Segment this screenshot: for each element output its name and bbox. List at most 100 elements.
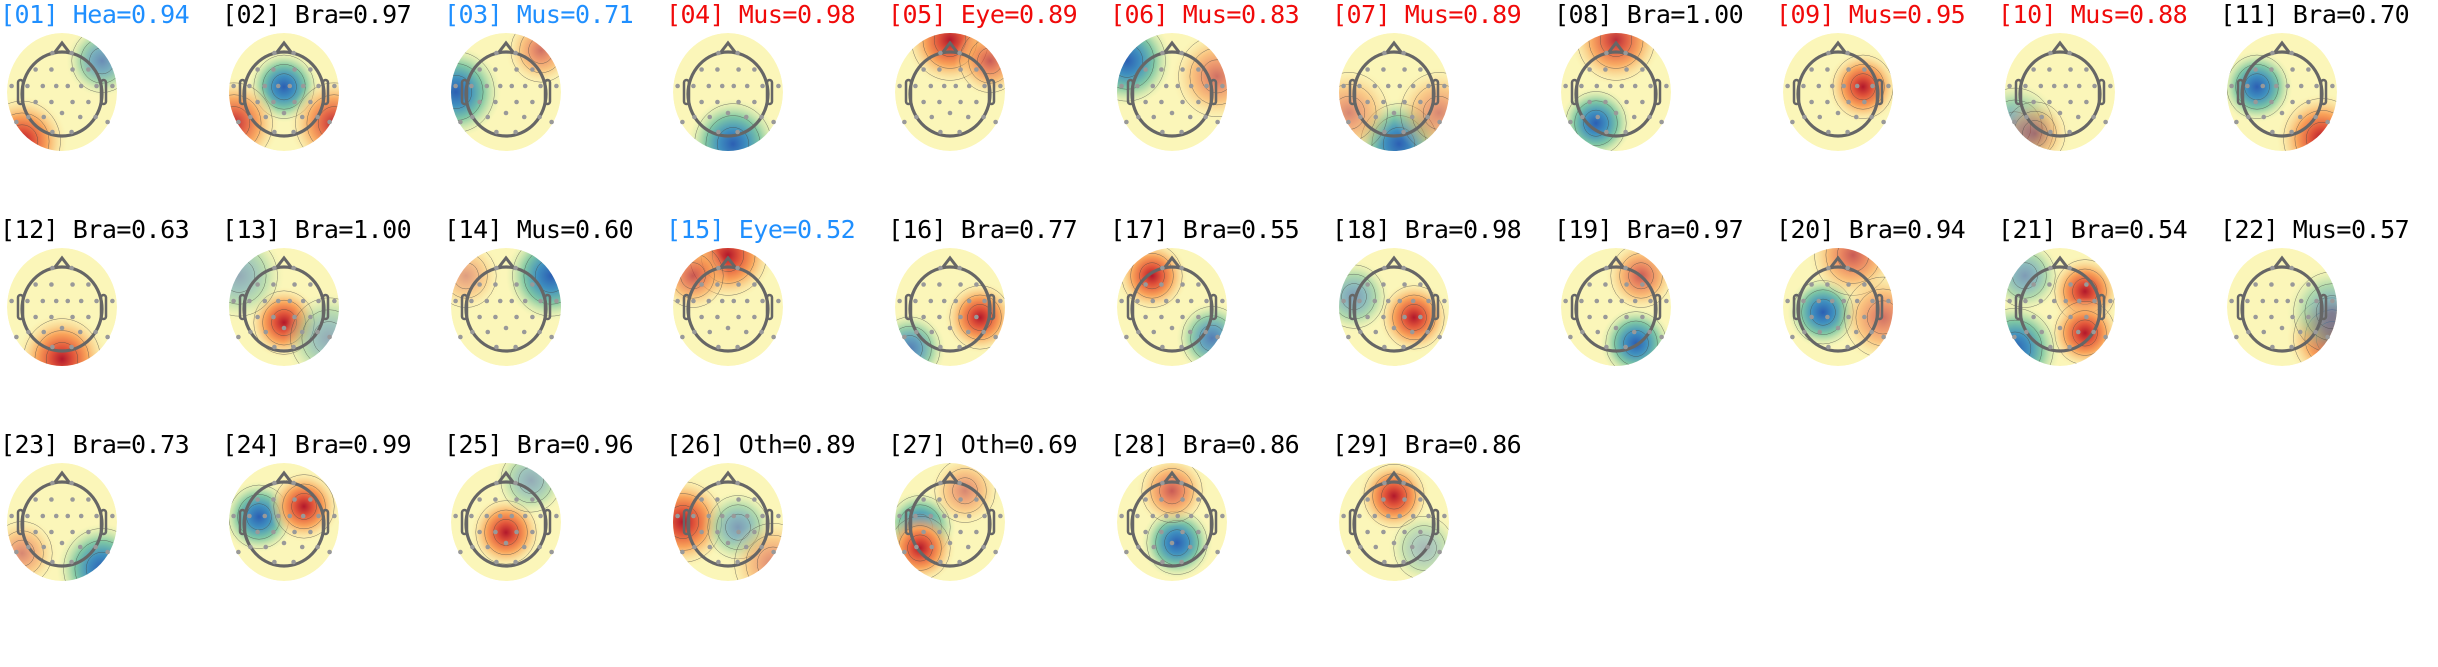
electrode-marker [759, 114, 764, 120]
topomap-panel: [11] Bra=0.70 [2220, 0, 2438, 215]
electrode-marker [231, 298, 236, 304]
electrode-marker [2246, 329, 2251, 335]
electrode-marker [281, 325, 287, 331]
electrode-marker [40, 298, 46, 304]
electrode-marker [1391, 325, 1397, 331]
electrode-marker [2269, 314, 2274, 320]
contour-line [1392, 294, 1436, 341]
electrode-marker [921, 314, 926, 320]
electrode-marker [1587, 67, 1592, 72]
electrode-marker [1180, 497, 1185, 502]
left-ear [1570, 293, 1579, 321]
component-title: [12] Bra=0.63 [0, 215, 190, 244]
component-title: [11] Bra=0.70 [2220, 0, 2410, 29]
topomap-panel: [27] Oth=0.69 [888, 430, 1110, 645]
electrode-marker [493, 529, 498, 535]
electrode-marker [1409, 329, 1415, 335]
contour-line [291, 493, 317, 520]
left-ear [904, 293, 913, 321]
electrode-marker [897, 513, 902, 519]
electrode-marker [2306, 99, 2311, 105]
electrode-marker [69, 480, 74, 486]
electrode-marker [1187, 329, 1193, 335]
electrode-marker [2031, 282, 2036, 287]
right-ear [543, 293, 552, 321]
electrode-marker [2007, 83, 2012, 89]
electrode-marker [315, 329, 320, 335]
negative-peak [56, 523, 117, 581]
left-ear [16, 293, 25, 321]
electrode-marker [1382, 559, 1387, 565]
electrode-marker [1881, 119, 1886, 125]
electrode-marker [50, 265, 55, 271]
left-ear [460, 293, 469, 321]
electrode-marker [974, 67, 979, 72]
electrode-marker [1179, 344, 1184, 350]
electrode-marker [1802, 329, 1807, 335]
electrode-marker [2330, 83, 2335, 89]
electrode-marker [70, 99, 75, 105]
electrode-marker [1381, 67, 1386, 72]
electrode-marker [315, 114, 320, 120]
contour-line [1339, 72, 1388, 151]
electrode-marker [1624, 67, 1629, 72]
electrode-marker [327, 334, 332, 340]
component-title: [05] Eye=0.89 [888, 0, 1078, 29]
electrode-marker [941, 298, 947, 304]
contour-line [85, 551, 117, 581]
electrode-marker [2023, 298, 2028, 304]
topomap [7, 463, 117, 581]
electrode-marker [1664, 83, 1669, 89]
positive-peak [2276, 93, 2337, 151]
electrode-marker [247, 298, 252, 304]
electrode-marker [94, 83, 99, 89]
electrode-marker [1604, 129, 1609, 135]
electrode-marker [1595, 114, 1601, 120]
electrode-marker [1341, 513, 1346, 519]
contour-line [934, 463, 996, 523]
topomap-panel: [15] Eye=0.52 [666, 215, 888, 430]
electrode-marker [1391, 540, 1397, 546]
electrode-marker [731, 298, 737, 304]
electrode-marker [453, 298, 458, 304]
electrode-marker [2075, 329, 2081, 335]
electrode-marker [453, 513, 458, 519]
electrode-marker [1659, 119, 1664, 125]
electrode-marker [86, 67, 91, 72]
electrode-marker [41, 114, 47, 120]
electrode-marker [2245, 298, 2250, 304]
topomap-panel: [08] Bra=1.00 [1554, 0, 1776, 215]
electrode-marker [86, 497, 91, 502]
nose-outline [1829, 255, 1847, 268]
electrode-marker [70, 314, 75, 320]
electrode-marker [1135, 83, 1140, 89]
electrode-marker [707, 114, 713, 120]
electrode-marker [941, 513, 947, 519]
electrode-marker [484, 83, 490, 89]
electrode-marker [743, 114, 749, 120]
nose-outline [497, 470, 515, 483]
electrode-marker [1175, 83, 1181, 89]
electrode-marker [1845, 344, 1850, 350]
electrode-marker [521, 329, 527, 335]
electrode-marker [776, 298, 781, 304]
electrode-marker [937, 314, 942, 320]
electrode-marker [771, 549, 776, 555]
electrode-marker [2253, 67, 2258, 72]
electrode-marker [1881, 334, 1886, 340]
electrode-marker [974, 314, 979, 320]
electrode-marker [262, 83, 268, 89]
topomap-panel: [26] Oth=0.89 [666, 430, 888, 645]
electrode-marker [1442, 513, 1447, 519]
electrode-marker [929, 544, 935, 550]
electrode-marker [2273, 298, 2279, 304]
electrode-marker [2038, 298, 2044, 304]
right-ear [765, 508, 774, 536]
topomap-panel: [21] Bra=0.54 [1998, 215, 2220, 430]
electrode-marker [272, 129, 277, 135]
component-title: [26] Oth=0.89 [666, 430, 856, 459]
electrode-marker [53, 298, 59, 304]
electrode-marker [1862, 314, 1867, 320]
electrode-marker [1648, 83, 1653, 89]
electrode-marker [1886, 298, 1891, 304]
